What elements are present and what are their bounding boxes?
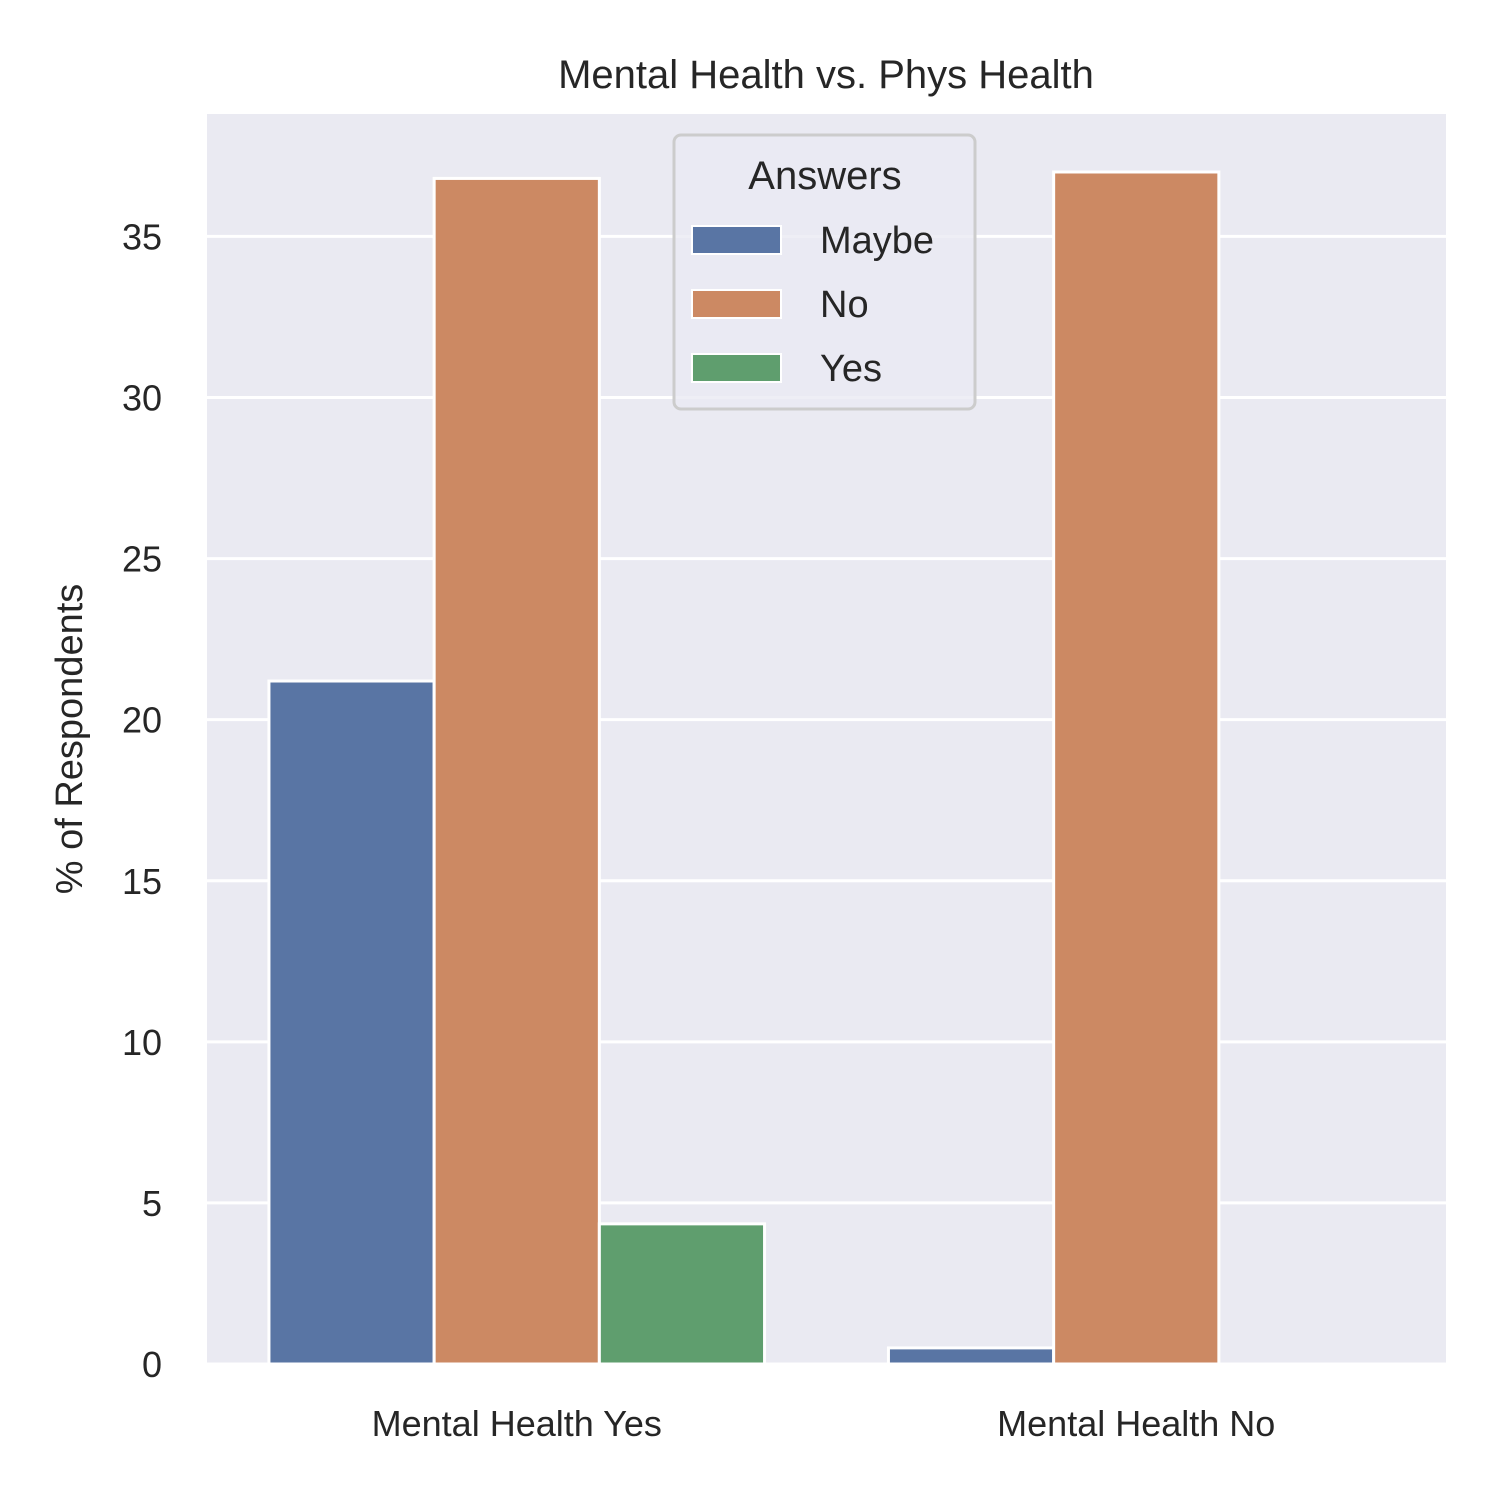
legend-swatch-no (691, 289, 782, 319)
x-axis-ticks: Mental Health Yes Mental Health No (372, 1403, 1276, 1444)
y-tick-label: 10 (122, 1022, 162, 1063)
legend-label-no: No (820, 284, 869, 326)
y-axis-ticks: 0 5 10 15 20 25 30 35 (122, 216, 162, 1385)
x-tick-label: Mental Health No (997, 1403, 1275, 1444)
legend: Answers Maybe No Yes (672, 133, 977, 411)
bar-yes-1 (597, 1222, 767, 1366)
y-tick-label: 25 (122, 539, 162, 580)
y-axis-title: % of Respondents (49, 584, 91, 895)
chart-title: Mental Health vs. Phys Health (558, 53, 1094, 97)
bar-maybe-1 (267, 679, 436, 1366)
bar-no-1 (432, 176, 601, 1366)
bars (267, 170, 1221, 1366)
y-tick-label: 30 (122, 378, 162, 419)
legend-swatch-yes (691, 353, 782, 383)
y-tick-label: 20 (122, 700, 162, 741)
legend-swatch-maybe (691, 225, 782, 255)
legend-title: Answers (748, 154, 901, 198)
bar-maybe-2 (886, 1346, 1056, 1366)
y-tick-label: 5 (142, 1183, 162, 1224)
legend-label-maybe: Maybe (820, 220, 934, 262)
x-tick-label: Mental Health Yes (372, 1403, 662, 1444)
legend-label-yes: Yes (820, 348, 882, 390)
bar-no-2 (1052, 170, 1221, 1366)
y-tick-label: 15 (122, 861, 162, 902)
y-tick-label: 0 (142, 1344, 162, 1385)
legend-box (672, 133, 977, 411)
y-tick-label: 35 (122, 216, 162, 257)
